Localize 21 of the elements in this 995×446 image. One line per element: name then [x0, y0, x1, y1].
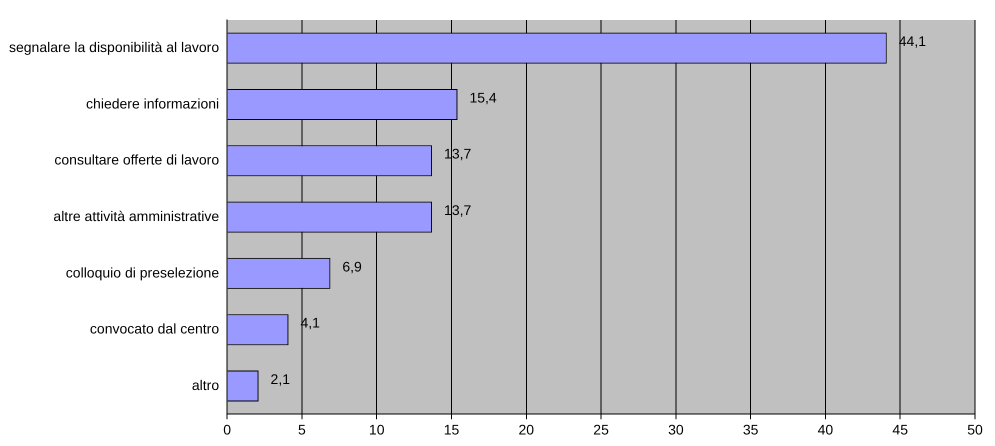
x-tick-label: 45	[892, 421, 908, 438]
y-tick-label: convocato dal centro	[90, 320, 220, 337]
y-tick-label: consultare offerte di lavoro	[54, 152, 220, 168]
data-label: 6,9	[342, 258, 362, 274]
x-tick-label: 0	[223, 421, 232, 438]
x-tick-label: 50	[967, 421, 983, 438]
y-tick-label: segnalare la disponibilità al lavoro	[8, 39, 220, 56]
y-tick-label: altro	[192, 376, 220, 393]
x-tick-label: 15	[444, 421, 460, 438]
x-tick-label: 20	[518, 421, 534, 438]
x-tick-label: 25	[593, 421, 610, 438]
x-tick-label: 35	[742, 421, 759, 438]
x-tick-label: 30	[668, 421, 684, 438]
x-tick-label: 40	[818, 421, 834, 438]
y-tick-label: chiedere informazioni	[86, 95, 220, 112]
x-tick-label: 10	[368, 421, 385, 438]
x-tick-label: 5	[298, 421, 306, 438]
data-label: 15,4	[469, 89, 497, 106]
y-tick-label: colloquio di preselezione	[66, 264, 220, 280]
data-label: 2,1	[270, 370, 290, 387]
y-tick-label: altre attività amministrative	[53, 208, 220, 224]
